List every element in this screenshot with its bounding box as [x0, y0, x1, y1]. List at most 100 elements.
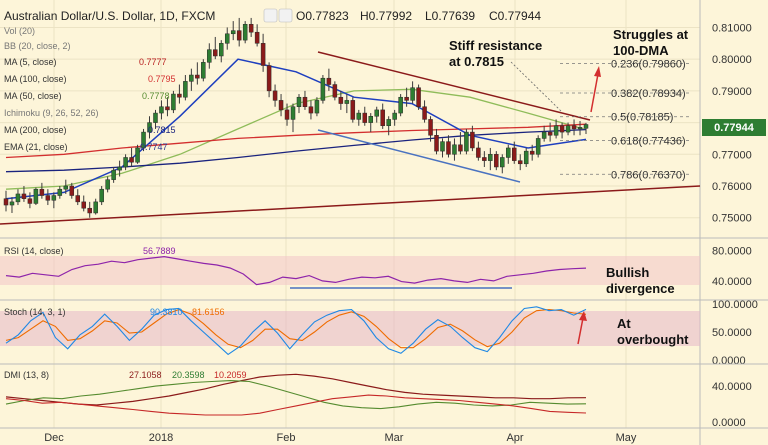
candle-body-93	[559, 125, 565, 133]
last-price-value: 0.77944	[714, 122, 755, 134]
candle-body-26	[159, 106, 164, 114]
dmi-label[interactable]: DMI (13, 8)	[4, 370, 49, 380]
candle-body-56	[338, 96, 344, 104]
candle-body-32	[195, 74, 200, 79]
rsi-value: 56.7889	[143, 246, 176, 256]
candle-body-75	[452, 144, 457, 155]
fib-label-3: 0.618(0.77436)	[611, 135, 686, 147]
candle-body-9	[57, 188, 63, 196]
price-tick-4: 0.77000	[712, 149, 752, 161]
annotation-dma-2: 100-DMA	[613, 43, 669, 58]
candle-body-47	[284, 109, 290, 120]
candle-body-80	[482, 157, 487, 161]
time-label-4: Apr	[506, 432, 523, 444]
legend-ma200-value: 0.7815	[148, 125, 176, 135]
candle-body-73	[440, 141, 445, 152]
eye-icon[interactable]	[263, 8, 278, 23]
legend-bb[interactable]: BB (20, close, 2)	[4, 41, 71, 51]
stoch-tick-2: 0.0000	[712, 355, 746, 367]
candle-body-4	[27, 198, 33, 204]
legend-ema21[interactable]: EMA (21, close)	[4, 142, 68, 152]
candle-body-92	[553, 125, 559, 136]
legend-ma50[interactable]: MA (50, close)	[4, 91, 62, 101]
price-axis-background[interactable]	[700, 0, 768, 445]
stoch-label[interactable]: Stoch (14, 3, 1)	[4, 307, 66, 317]
candle-body-48	[290, 106, 296, 120]
fibonacci-levels: 0.236(0.79860) 0.382(0.78934) 0.5(0.78185)…	[560, 59, 690, 181]
candle-body-43	[260, 43, 266, 66]
moving-averages	[5, 58, 587, 200]
support-trendline	[0, 185, 701, 225]
candle-body-10	[63, 185, 69, 190]
stoch-d-value: 81.6156	[192, 307, 225, 317]
candle-body-61	[368, 115, 373, 123]
arrow-up-dma-head	[594, 66, 601, 77]
price-tick-1: 0.80000	[712, 54, 752, 66]
legend-ma100-value: 0.7795	[148, 74, 176, 84]
candle-body-69	[416, 87, 421, 107]
candle-body-39	[236, 30, 242, 41]
dmi-minus-line	[5, 394, 587, 416]
ohlc-high: H0.77992	[360, 9, 412, 23]
candle-body-74	[446, 141, 451, 155]
indicator-legends: Vol (20) BB (20, close, 2) MA (5, close)…	[4, 26, 176, 152]
stoch-d-line	[5, 309, 587, 349]
candle-body-60	[362, 112, 368, 123]
stoch-panel	[5, 306, 587, 356]
annotation-overbought-1: At	[617, 316, 631, 331]
candle-body-79	[476, 147, 481, 158]
candle-body-11	[69, 185, 75, 196]
legend-ma50-value: 0.7778	[142, 91, 170, 101]
candle-body-36	[219, 43, 224, 57]
chart-title: Australian Dollar/U.S. Dollar, 1D, FXCM	[4, 9, 215, 23]
candle-body-65	[392, 112, 397, 120]
candle-body-55	[332, 84, 338, 98]
candle-body-22	[135, 147, 140, 163]
candle-body-37	[224, 33, 230, 44]
candle-body-35	[213, 49, 218, 57]
dmi-plus-value: 20.3598	[172, 370, 205, 380]
fib-label-0: 0.236(0.79860)	[611, 59, 686, 71]
candle-body-19	[117, 166, 122, 171]
candle-body-0	[3, 198, 9, 206]
candle-body-13	[81, 201, 86, 209]
settings-icon[interactable]	[278, 8, 293, 23]
chart-background	[0, 0, 700, 445]
candle-body-91	[547, 131, 553, 136]
stoch-k-line	[5, 306, 587, 356]
candle-body-96	[577, 127, 583, 130]
candle-body-16	[99, 188, 104, 203]
dmi-minus-value: 10.2059	[214, 370, 247, 380]
candle-body-62	[374, 109, 379, 117]
candle-body-8	[51, 195, 57, 201]
candle-body-84	[506, 147, 511, 158]
candle-body-64	[386, 119, 391, 127]
stoch-k-value: 90.3810	[150, 307, 183, 317]
candle-body-71	[428, 119, 433, 136]
legend-ema21-value: 0.7747	[140, 142, 168, 152]
annotation-bullish-2: divergence	[606, 281, 675, 296]
price-tick-2: 0.79000	[712, 86, 752, 98]
legend-ichimoku[interactable]: Ichimoku (9, 26, 52, 26)	[4, 108, 99, 118]
arrow-up-stoch	[577, 317, 584, 345]
legend-ma200[interactable]: MA (200, close)	[4, 125, 67, 135]
candle-body-85	[511, 147, 517, 161]
time-label-0: Dec	[44, 432, 64, 444]
candle-body-50	[302, 96, 308, 107]
rsi-tick-0: 80.0000	[712, 246, 752, 258]
candle-body-68	[410, 87, 415, 101]
legend-ma5[interactable]: MA (5, close)	[4, 57, 57, 67]
candle-body-41	[248, 24, 254, 33]
fib-label-4: 0.786(0.76370)	[611, 169, 686, 181]
legend-ma100[interactable]: MA (100, close)	[4, 74, 67, 84]
rsi-label[interactable]: RSI (14, close)	[4, 246, 64, 256]
candle-body-70	[422, 106, 427, 120]
candle-body-15	[93, 201, 98, 214]
candle-body-63	[380, 109, 385, 127]
candle-body-89	[535, 138, 541, 155]
resistance-trendline	[317, 51, 591, 121]
candle-body-18	[111, 169, 116, 180]
candle-body-90	[541, 131, 547, 139]
legend-vol[interactable]: Vol (20)	[4, 26, 35, 36]
